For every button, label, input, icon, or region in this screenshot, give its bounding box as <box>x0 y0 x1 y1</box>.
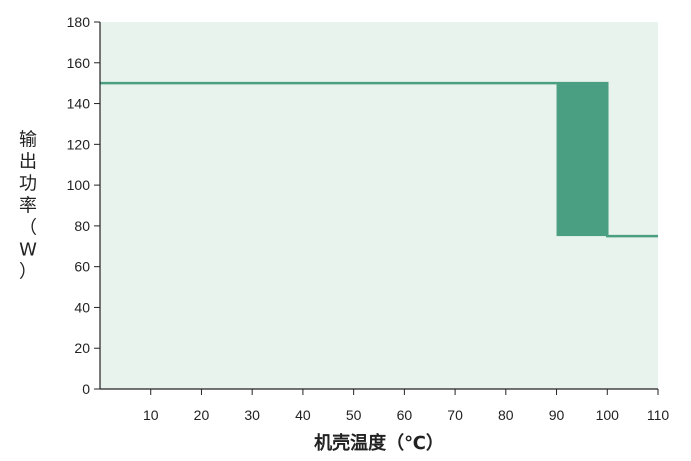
y-tick-label: 80 <box>74 218 90 234</box>
y-tick-label: 60 <box>74 259 90 275</box>
x-tick-label: 90 <box>549 407 565 423</box>
x-tick-label: 50 <box>346 407 362 423</box>
y-tick-label: 140 <box>67 96 91 112</box>
y-tick-label: 120 <box>67 136 91 152</box>
x-tick-label: 20 <box>194 407 210 423</box>
y-tick-label: 40 <box>74 299 90 315</box>
x-tick-label: 80 <box>498 407 514 423</box>
y-axis-title-char: 出 <box>19 152 37 173</box>
x-axis-ticks: 10 20 30 40 50 60 70 80 90 100 110 <box>143 389 669 423</box>
y-tick-label: 20 <box>74 340 90 356</box>
y-axis-title-char: 输 <box>19 130 37 151</box>
x-tick-label: 110 <box>647 407 670 423</box>
series-line-0 <box>100 81 658 238</box>
derating-band <box>556 83 608 237</box>
y-tick-label: 0 <box>82 381 90 397</box>
y-tick-label: 180 <box>67 14 91 30</box>
x-tick-label: 60 <box>397 407 413 423</box>
y-axis-title-char: 功 <box>19 174 37 195</box>
y-tick-label: 100 <box>67 177 91 193</box>
y-tick-label: 160 <box>67 55 91 71</box>
y-axis-title-char: （ <box>19 218 37 239</box>
x-axis-title: 机壳温度（℃） <box>314 432 444 454</box>
y-axis-title-char: W <box>19 240 37 261</box>
x-tick-label: 30 <box>244 407 260 423</box>
y-axis-title-char: ） <box>19 262 37 283</box>
x-tick-label: 40 <box>295 407 311 423</box>
x-tick-label: 70 <box>447 407 463 423</box>
x-tick-label: 10 <box>143 407 159 423</box>
y-axis-title-char: 率 <box>19 196 37 217</box>
chart-marks <box>100 81 658 238</box>
y-axis-ticks: 0 20 40 60 80 100 120 140 160 180 <box>67 14 100 397</box>
x-tick-label: 100 <box>596 407 620 423</box>
axes <box>99 22 658 390</box>
